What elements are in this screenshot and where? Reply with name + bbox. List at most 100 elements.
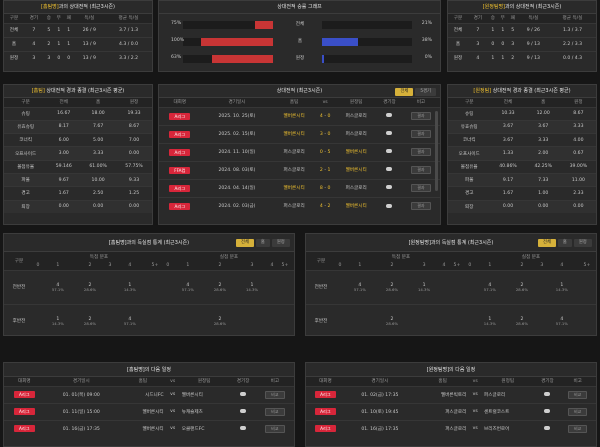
- home-team[interactable]: 멜버른시티: [273, 124, 315, 143]
- tab-home[interactable]: 홈: [557, 239, 572, 247]
- goals-column-header: 2: [203, 261, 236, 270]
- competition-badge: A리그: [169, 202, 191, 210]
- tab-all[interactable]: 전체: [395, 88, 414, 96]
- date-cell: 01. 10(토) 19:45: [344, 402, 415, 420]
- header-row: 구분 경기 승 무 패 득/실 평균 득/실: [4, 14, 152, 23]
- home-h2h-summary-table: 구분 경기 승 무 패 득/실 평균 득/실 전체 7 5 1 1 26 / 9 3.7 / 1.3 홈 4 2…: [4, 14, 152, 65]
- cell: 1: [53, 22, 64, 37]
- panel-title: [원정팀명]의 다음 일정: [306, 363, 596, 377]
- cell: 2 28.6%: [505, 269, 538, 304]
- match-row[interactable]: A리그 2024. 04. 14(일) 멜버른시티 8 - 0 퍼스글로리 결과: [159, 178, 440, 197]
- scrollbar[interactable]: [435, 111, 438, 191]
- column-header: 패: [507, 14, 518, 23]
- tab-5-matches[interactable]: 5경기: [415, 88, 436, 96]
- away-team[interactable]: 센트럴코스트: [480, 402, 536, 420]
- score-sep: -: [322, 167, 328, 173]
- competition-cell: A리그: [4, 385, 45, 403]
- cell: [106, 269, 114, 304]
- away-team[interactable]: 퍼스글로리: [480, 385, 536, 403]
- home-team[interactable]: 멜버른시티: [117, 419, 168, 437]
- tab-all[interactable]: 전체: [236, 239, 254, 247]
- winrate-row: 63% 원정 0%: [159, 53, 440, 65]
- column-header: 홈: [80, 98, 117, 107]
- competition-cell: A리그: [306, 419, 345, 437]
- competition-cell: A리그: [159, 178, 201, 197]
- result-button[interactable]: 결과: [411, 148, 431, 156]
- home-team[interactable]: 멜버른시티: [273, 178, 315, 197]
- tab-home[interactable]: 홈: [255, 239, 270, 247]
- cell: 7: [23, 22, 44, 37]
- competition-cell: A리그: [159, 106, 201, 125]
- vs-label: vs: [472, 392, 478, 397]
- home-team[interactable]: 퍼스글로리: [273, 142, 315, 161]
- home-team[interactable]: 멜버른시티: [117, 402, 168, 420]
- away-team[interactable]: 멜버른시티: [335, 160, 377, 179]
- away-team[interactable]: 멜버른시티: [177, 385, 231, 403]
- row-label: 코너킥: [448, 133, 491, 147]
- match-row[interactable]: A리그 2024. 02. 03(금) 퍼스글로리 4 - 2 멜버른시티 결과: [159, 196, 440, 215]
- match-row[interactable]: A리그 01. 16(금) 17:35 멜버른시티 vs 오클랜드FC 비교: [4, 419, 294, 437]
- home-team[interactable]: 멜버른시티: [273, 106, 315, 125]
- match-row[interactable]: A리그 01. 02(금) 17:35 멜버른빅토리 vs 퍼스글로리 비교: [306, 385, 596, 403]
- cell: 10.33: [490, 106, 526, 121]
- match-row[interactable]: FFA컵 2024. 08. 03(토) 퍼스글로리 2 - 1 멜버른시티 결과: [159, 160, 440, 179]
- home-team[interactable]: 퍼스글로리: [414, 402, 471, 420]
- result-button[interactable]: 결과: [411, 130, 431, 138]
- competition-badge: A리그: [14, 391, 35, 398]
- tab-away[interactable]: 원정: [271, 239, 290, 247]
- home-team[interactable]: 퍼스글로리: [273, 196, 315, 215]
- venue-icon: [386, 113, 393, 118]
- cell: 7.00: [116, 133, 152, 147]
- cell: 2 28.6%: [203, 269, 236, 304]
- result-button[interactable]: 결과: [411, 112, 431, 120]
- result-button[interactable]: 비교: [265, 390, 285, 399]
- match-row[interactable]: A리그 01. 10(토) 19:45 퍼스글로리 vs 센트럴코스트 비교: [306, 402, 596, 420]
- match-row[interactable]: A리그 01. 01(목) 09:00 시드니FC vs 멜버른시티 비교: [4, 385, 294, 403]
- action-cell: 결과: [401, 196, 440, 215]
- away-team[interactable]: 멜버른시티: [335, 142, 377, 161]
- result-button[interactable]: 비교: [265, 407, 285, 416]
- result-button[interactable]: 결과: [411, 184, 431, 192]
- away-team[interactable]: 멜버른시티: [335, 196, 377, 215]
- table-row: 경고 1.67 2.50 1.25: [4, 186, 152, 201]
- home-team[interactable]: 퍼스글로리: [414, 419, 471, 437]
- tab-away[interactable]: 원정: [573, 239, 592, 247]
- result-button[interactable]: 비교: [568, 390, 588, 399]
- count: 4: [186, 282, 190, 288]
- venue-cell: [376, 178, 402, 197]
- away-team[interactable]: 뉴캐슬제츠: [177, 402, 231, 420]
- result-button[interactable]: 비교: [265, 424, 285, 433]
- away-team[interactable]: 퍼스글로리: [335, 106, 377, 125]
- match-row[interactable]: A리그 2024. 11. 10(일) 퍼스글로리 0 - 5 멜버른시티 결과: [159, 142, 440, 161]
- result-button[interactable]: 비교: [568, 407, 588, 416]
- tab-all[interactable]: 전체: [538, 239, 556, 247]
- result-button[interactable]: 결과: [411, 166, 431, 174]
- away-team[interactable]: 오클랜드FC: [177, 419, 231, 437]
- match-row[interactable]: A리그 2025. 10. 25(토) 멜버른시티 4 - 0 퍼스글로리 결과: [159, 106, 440, 125]
- cell: 19.33: [116, 106, 152, 121]
- match-row[interactable]: A리그 01. 11(일) 15:00 멜버른시티 vs 뉴캐슬제츠 비교: [4, 402, 294, 420]
- away-team[interactable]: 퍼스글로리: [335, 124, 377, 143]
- match-row[interactable]: A리그 2025. 02. 15(토) 멜버른시티 3 - 0 퍼스글로리 결과: [159, 124, 440, 143]
- away-team[interactable]: 브리즈번로어: [480, 419, 536, 437]
- home-team[interactable]: 시드니FC: [117, 385, 168, 403]
- column-header: 대회명: [4, 377, 45, 386]
- home-team[interactable]: 퍼스글로리: [273, 160, 315, 179]
- home-score: 3: [319, 131, 323, 137]
- column-header: 전체: [490, 98, 526, 107]
- away-team[interactable]: 퍼스글로리: [335, 178, 377, 197]
- result-button[interactable]: 비교: [568, 424, 588, 433]
- goals-column-header: 1: [41, 261, 74, 270]
- match-row[interactable]: A리그 01. 16(금) 17:35 퍼스글로리 vs 브리즈번로어 비교: [306, 419, 596, 437]
- result-button[interactable]: 결과: [411, 202, 431, 211]
- count: 4: [560, 316, 564, 322]
- cell: 2 28.6%: [505, 303, 538, 335]
- vs-cell: vs: [470, 385, 481, 403]
- home-bar-track: [183, 21, 273, 29]
- cell: [447, 303, 466, 335]
- goals-column-header: 5+: [447, 261, 466, 270]
- table-row: 후반전 2 28.6% 1 14.3% 2 28.6% 4 57.1%: [306, 303, 596, 335]
- home-team[interactable]: 멜버른빅토리: [414, 385, 471, 403]
- cell: 7.67: [80, 119, 117, 134]
- cell: 0.67: [560, 146, 596, 161]
